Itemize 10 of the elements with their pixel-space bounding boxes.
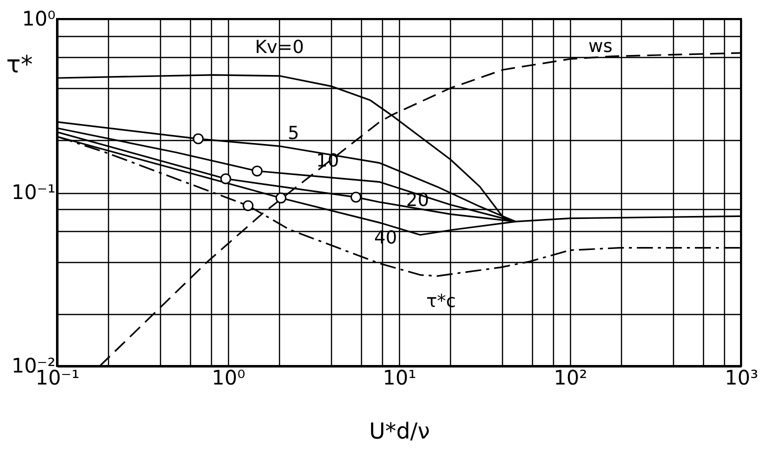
x-axis-title: U*d/ν [369,420,430,444]
y-axis-title: τ* [6,50,33,78]
y-tick-label: 10⁻¹ [11,180,56,204]
series-label: 5 [288,123,300,144]
y-tick-label: 10⁰ [22,6,56,30]
x-tick-label: 10² [554,366,588,390]
x-tick-label: 10³ [724,366,758,390]
x-tick-label: 10⁰ [212,366,246,390]
x-tick-label: 10¹ [382,366,416,390]
series-label: ws [588,36,612,58]
